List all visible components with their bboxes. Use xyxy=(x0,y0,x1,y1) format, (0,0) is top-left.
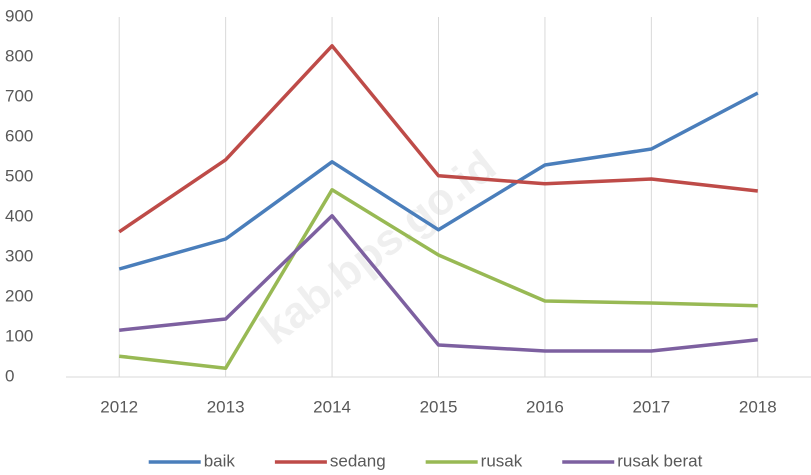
y-tick-label: 400 xyxy=(5,206,33,225)
line-series xyxy=(118,91,759,271)
x-tick-label: 2018 xyxy=(739,397,777,416)
y-tick-label: 200 xyxy=(5,286,33,305)
y-tick-label: 700 xyxy=(5,86,33,105)
legend-label: rusak xyxy=(481,451,523,470)
y-tick-label: 0 xyxy=(5,366,14,385)
legend-label: rusak berat xyxy=(617,451,702,470)
x-tick-label: 2017 xyxy=(632,397,670,416)
x-tick-label: 2012 xyxy=(100,397,138,416)
line-series xyxy=(119,214,758,353)
y-tick-label: 800 xyxy=(5,46,33,65)
x-tick-label: 2014 xyxy=(313,397,351,416)
y-tick-label: 300 xyxy=(5,246,33,265)
x-tick-label: 2015 xyxy=(420,397,458,416)
legend-label: baik xyxy=(204,451,236,470)
y-tick-label: 100 xyxy=(5,326,33,345)
legend-label: sedang xyxy=(330,451,386,470)
line-series xyxy=(119,188,758,370)
y-tick-label: 900 xyxy=(5,6,33,25)
watermark: kab.bps.go.id xyxy=(251,141,505,354)
x-tick-label: 2013 xyxy=(207,397,245,416)
y-tick-label: 500 xyxy=(5,166,33,185)
x-tick-label: 2016 xyxy=(526,397,564,416)
line-series xyxy=(118,44,758,234)
y-tick-label: 600 xyxy=(5,126,33,145)
